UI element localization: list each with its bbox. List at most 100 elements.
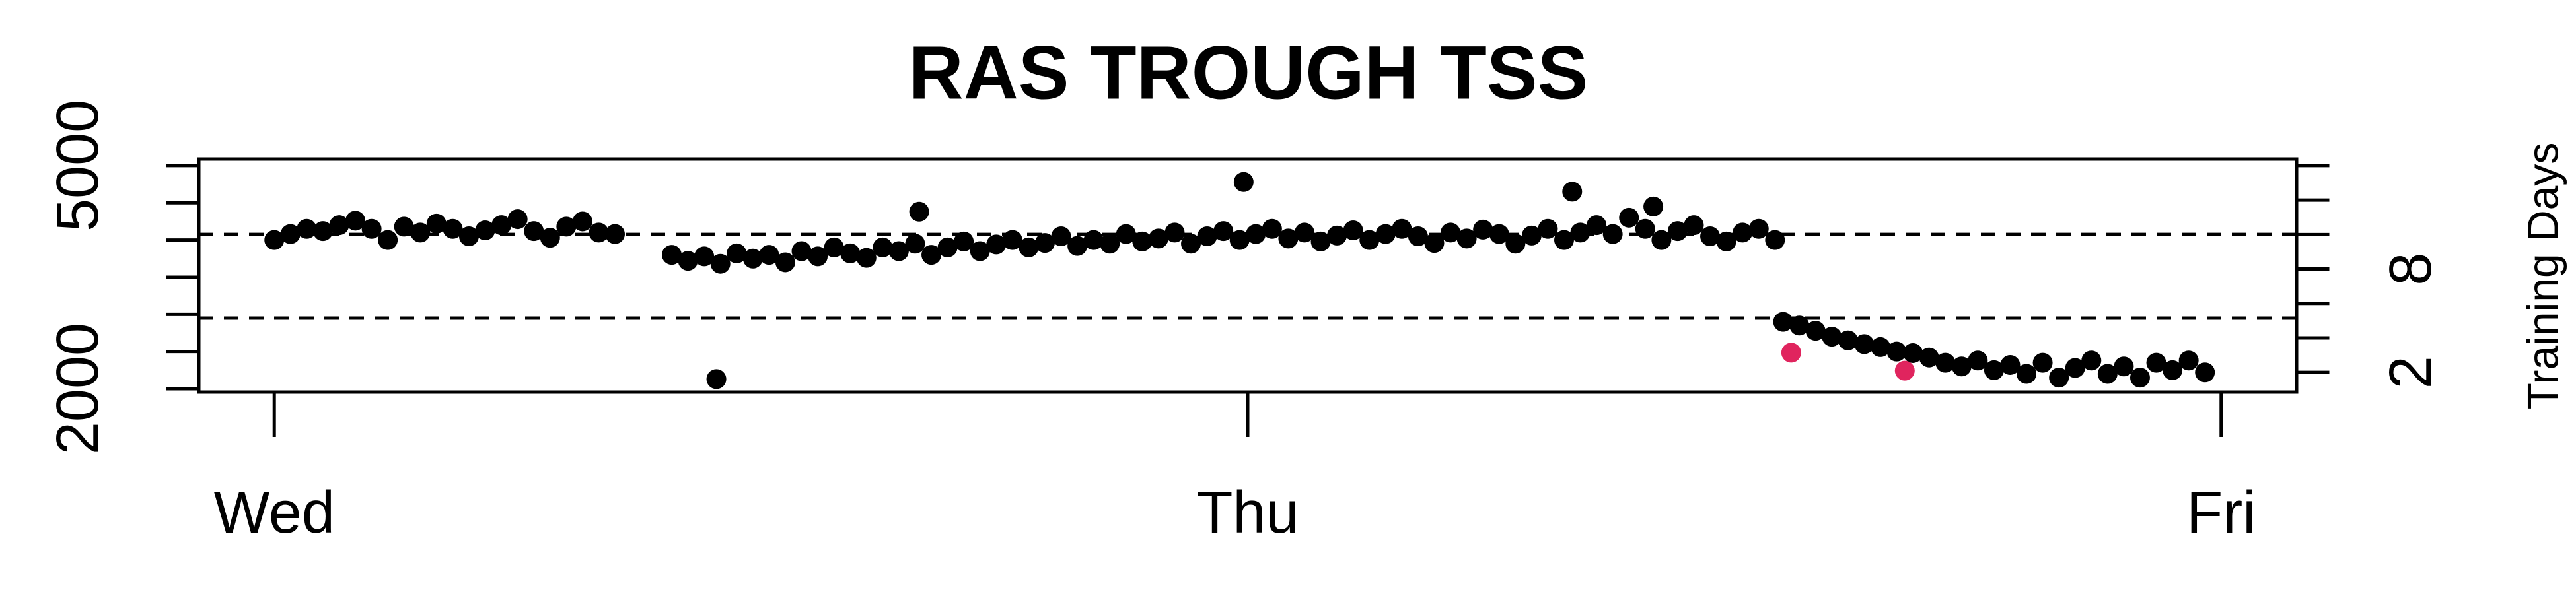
data-point xyxy=(1773,312,1793,332)
data-point xyxy=(986,234,1007,255)
data-point xyxy=(361,218,382,239)
x-tick-label: Fri xyxy=(2186,480,2256,546)
data-point xyxy=(1894,360,1915,381)
x-tick-label: Wed xyxy=(213,480,334,546)
data-point xyxy=(394,216,414,237)
data-point xyxy=(742,248,763,269)
data-point xyxy=(2114,356,2134,377)
data-point xyxy=(1456,228,1477,249)
data-point xyxy=(2178,350,2199,371)
data-point xyxy=(710,253,731,274)
data-point xyxy=(524,221,544,242)
data-point xyxy=(1233,172,1254,192)
data-point xyxy=(791,241,812,261)
data-point xyxy=(694,246,715,267)
data-point xyxy=(1781,343,1801,363)
data-point xyxy=(2195,362,2215,383)
data-point xyxy=(706,369,727,389)
data-point xyxy=(1359,230,1380,250)
data-point xyxy=(1229,230,1250,250)
data-point xyxy=(1164,222,1185,243)
data-point xyxy=(808,246,828,267)
y2-axis-label: Training Days xyxy=(2518,143,2567,410)
data-point xyxy=(1838,330,1858,350)
y2-tick-label: 2 xyxy=(2378,356,2444,389)
data-point xyxy=(1148,228,1168,249)
data-point xyxy=(1343,220,1363,240)
data-point xyxy=(556,216,577,237)
data-point xyxy=(1805,321,1826,341)
data-point xyxy=(759,245,779,265)
data-point xyxy=(1886,341,1907,362)
data-point xyxy=(1034,233,1055,253)
data-point xyxy=(1473,219,1493,240)
data-point xyxy=(2097,364,2118,384)
data-point xyxy=(905,234,925,254)
data-point xyxy=(1132,231,1153,251)
data-point xyxy=(2000,354,2021,375)
data-point xyxy=(1489,224,1509,244)
data-point xyxy=(1051,226,1071,246)
data-point xyxy=(1602,224,1623,244)
data-point xyxy=(1116,224,1136,244)
data-point xyxy=(1278,228,1299,249)
data-point xyxy=(1538,218,1558,239)
data-point xyxy=(1197,226,1217,246)
data-point xyxy=(2129,368,2150,388)
data-point xyxy=(1748,218,1769,239)
data-point xyxy=(775,252,795,273)
data-point xyxy=(662,245,682,265)
data-point xyxy=(1684,215,1704,236)
data-point xyxy=(678,251,698,271)
chart-title: RAS TROUGH TSS xyxy=(909,30,1589,115)
data-point xyxy=(475,220,495,240)
data-point xyxy=(970,241,990,261)
data-point xyxy=(1903,343,1923,363)
data-point xyxy=(1951,356,1972,377)
data-point xyxy=(1262,218,1282,239)
data-point xyxy=(1310,231,1331,251)
data-point xyxy=(824,237,844,257)
data-point xyxy=(727,243,747,263)
data-point xyxy=(1716,231,1736,251)
data-point xyxy=(1213,221,1234,242)
data-point xyxy=(1083,230,1104,250)
data-point xyxy=(888,241,909,261)
data-point xyxy=(491,215,512,236)
y-tick-label: 5000 xyxy=(45,100,111,232)
data-point xyxy=(329,215,349,236)
data-point xyxy=(1424,233,1445,253)
data-point xyxy=(2049,368,2069,388)
data-point xyxy=(1733,222,1753,243)
data-point xyxy=(1935,352,1956,373)
data-point xyxy=(458,226,479,246)
data-point xyxy=(1408,226,1428,246)
data-point xyxy=(507,209,528,230)
data-point xyxy=(1765,230,1785,250)
data-point xyxy=(954,231,974,251)
data-point xyxy=(1570,222,1591,243)
data-point xyxy=(2065,358,2085,378)
data-point xyxy=(443,218,463,239)
data-point xyxy=(540,228,560,248)
data-point xyxy=(1246,224,1266,244)
data-point xyxy=(312,221,333,242)
data-point xyxy=(1619,207,1639,228)
data-point xyxy=(1521,225,1542,246)
data-point xyxy=(1919,347,1939,368)
data-point xyxy=(1643,196,1664,216)
data-point xyxy=(840,243,861,263)
data-point xyxy=(410,222,431,243)
data-point xyxy=(2163,360,2183,380)
data-point xyxy=(1294,222,1314,243)
data-point xyxy=(1375,224,1396,244)
data-point xyxy=(1789,315,1810,336)
data-point xyxy=(426,213,447,234)
data-point xyxy=(1067,236,1088,256)
data-point xyxy=(921,245,942,265)
data-point xyxy=(1700,226,1721,246)
data-point xyxy=(1635,218,1655,239)
y2-tick-label: 8 xyxy=(2378,253,2444,286)
x-tick-label: Thu xyxy=(1196,480,1299,546)
